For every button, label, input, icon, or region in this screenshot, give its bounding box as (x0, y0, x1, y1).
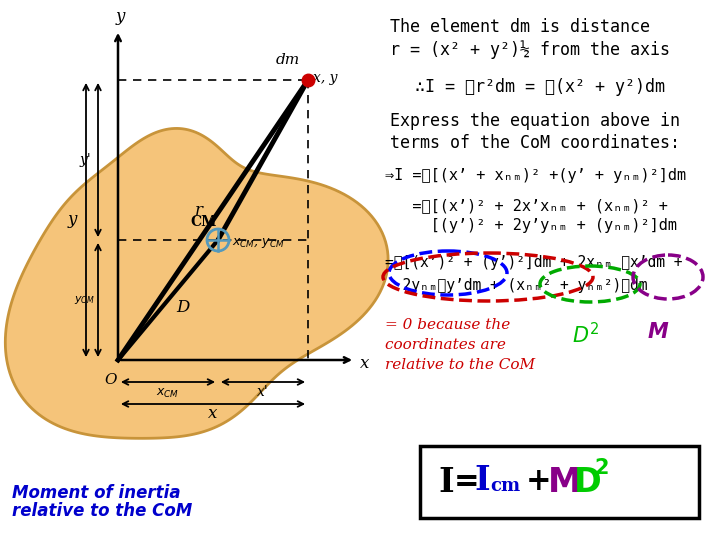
Text: y: y (115, 8, 125, 25)
Text: $x_{CM}$: $x_{CM}$ (156, 387, 179, 400)
Text: 2: 2 (594, 458, 608, 478)
Text: M: M (648, 322, 669, 342)
Polygon shape (5, 129, 388, 438)
Text: $y_{CM}$: $y_{CM}$ (74, 294, 95, 306)
Text: y': y' (80, 153, 91, 167)
Text: D: D (176, 299, 189, 316)
Text: r = (x² + y²)½ from the axis: r = (x² + y²)½ from the axis (390, 40, 670, 59)
Text: I: I (438, 465, 454, 498)
Text: [(y’)² + 2y’yₙₘ + (yₙₘ)²]dm: [(y’)² + 2y’yₙₘ + (yₙₘ)²]dm (385, 218, 677, 233)
Text: +: + (526, 467, 552, 497)
Text: x, y: x, y (313, 71, 338, 85)
Text: I: I (474, 463, 490, 496)
Text: = 0 because the: = 0 because the (385, 318, 510, 332)
Text: terms of the CoM coordinates:: terms of the CoM coordinates: (390, 134, 680, 152)
Text: The element dm is distance: The element dm is distance (390, 18, 650, 36)
Text: $D^2$: $D^2$ (572, 322, 600, 347)
Text: ∴I = ∯r²dm = ∯(x² + y²)dm: ∴I = ∯r²dm = ∯(x² + y²)dm (415, 78, 665, 96)
Text: coordinates are: coordinates are (385, 338, 506, 352)
Text: r: r (195, 202, 203, 219)
Text: x: x (208, 405, 217, 422)
Text: relative to the CoM: relative to the CoM (12, 502, 192, 520)
Text: cm: cm (490, 477, 520, 495)
Text: y: y (68, 212, 77, 228)
Text: x: x (360, 355, 369, 373)
Text: dm: dm (276, 53, 300, 67)
Text: Moment of inertia: Moment of inertia (12, 484, 181, 502)
Text: x': x' (257, 385, 269, 399)
Text: ⇒I =∯[(x’ + xₙₘ)² +(y’ + yₙₘ)²]dm: ⇒I =∯[(x’ + xₙₘ)² +(y’ + yₙₘ)²]dm (385, 168, 686, 183)
Text: Express the equation above in: Express the equation above in (390, 112, 680, 130)
Text: CM: CM (190, 215, 217, 229)
Text: D: D (574, 465, 602, 498)
Text: =: = (454, 467, 480, 497)
Text: relative to the CoM: relative to the CoM (385, 358, 535, 372)
Text: =∯[(x’)² + 2x’xₙₘ + (xₙₘ)² +: =∯[(x’)² + 2x’xₙₘ + (xₙₘ)² + (385, 198, 668, 213)
Text: 2yₙₘ∯y’dm + (xₙₘ² + yₙₘ²)∯dm: 2yₙₘ∯y’dm + (xₙₘ² + yₙₘ²)∯dm (385, 278, 647, 293)
Text: =∯[(x’)² + (y’)²]dm + 2xₙₘ ∯x’dm +: =∯[(x’)² + (y’)²]dm + 2xₙₘ ∯x’dm + (385, 255, 683, 270)
Text: M: M (548, 465, 581, 498)
Text: $x_{CM}$, $y_{CM}$: $x_{CM}$, $y_{CM}$ (232, 236, 284, 250)
Text: O: O (104, 373, 117, 387)
FancyBboxPatch shape (420, 446, 699, 518)
